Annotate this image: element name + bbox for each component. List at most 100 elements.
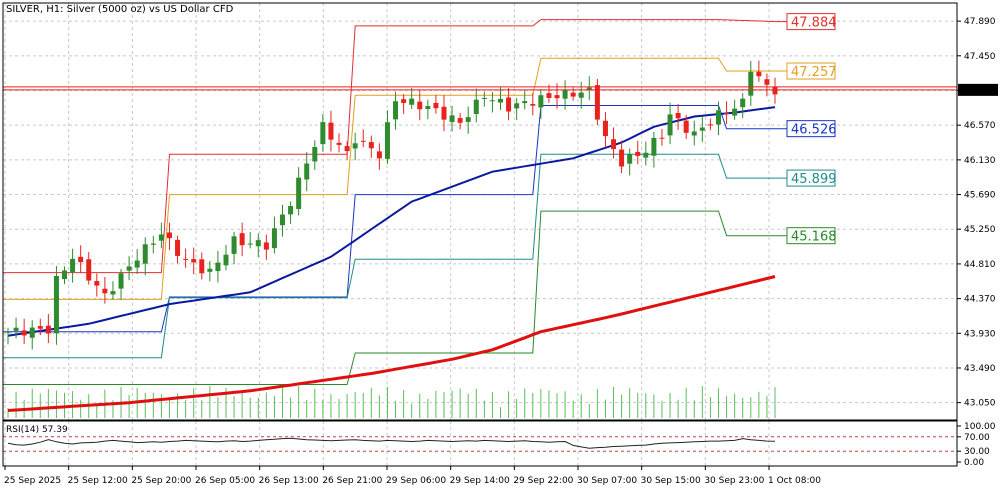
- time-tick-label: 29 Sep 14:00: [450, 476, 510, 486]
- chart-title: SILVER, H1: Silver (5000 oz) vs US Dolla…: [6, 4, 234, 15]
- candle-bull: [562, 89, 568, 99]
- candle-bull: [62, 270, 68, 279]
- pivot-line-s1: [3, 105, 787, 333]
- price-tick-label: 44.810: [964, 260, 996, 270]
- time-tick-label: 30 Sep 15:00: [641, 476, 701, 486]
- candle-bull: [748, 71, 754, 96]
- current-price-label: 47.018: [961, 86, 993, 96]
- pivot-line-s2: [3, 153, 787, 359]
- candle-bear: [530, 104, 536, 106]
- time-tick-label: 25 Sep 2025: [4, 476, 61, 486]
- candle-bull: [497, 98, 503, 103]
- pivot-lines: [3, 19, 787, 385]
- level-label-r1: 47.884: [791, 16, 837, 31]
- candle-bull: [304, 163, 310, 180]
- candle-bull: [514, 103, 520, 109]
- candle-bull: [247, 243, 253, 245]
- candle-bull: [150, 243, 156, 245]
- candle-bear: [594, 85, 600, 120]
- axes: 47.890 47.450 47.010 46.570 46.130 45.690 45.2…: [2, 2, 996, 486]
- volume-bars: [7, 386, 776, 418]
- candle-bear: [570, 92, 576, 97]
- candle-bear: [94, 281, 100, 286]
- level-label-r2: 47.257: [791, 65, 837, 80]
- candle-bear: [433, 102, 439, 109]
- candle-bear: [37, 326, 43, 329]
- time-tick-label: 26 Sep 13:00: [259, 476, 319, 486]
- candle-bear: [756, 71, 762, 77]
- candle-bear: [611, 139, 617, 150]
- pivot-line-s3: [3, 210, 787, 385]
- candle-bull: [578, 92, 584, 98]
- candle-bull: [70, 258, 76, 273]
- candle-bull: [29, 327, 35, 338]
- candle-bear: [659, 137, 665, 139]
- candle-bull: [538, 95, 544, 108]
- rsi-tick-label: 0.00: [964, 458, 984, 468]
- candle-bull: [53, 276, 59, 334]
- candle-bull: [667, 114, 673, 136]
- candle-bear: [78, 256, 84, 263]
- candle-bear: [328, 122, 334, 140]
- candle-bear: [175, 239, 181, 256]
- candle-bear: [457, 118, 463, 123]
- candle-bull: [643, 152, 649, 158]
- candle-bear: [764, 79, 770, 85]
- candle-bull: [384, 122, 390, 159]
- candle-bull: [280, 214, 286, 226]
- candle-bull: [320, 122, 326, 145]
- price-tick-label: 45.690: [964, 191, 996, 201]
- candle-bull: [465, 117, 471, 122]
- main-frame: [2, 2, 958, 421]
- candle-bull: [586, 87, 592, 91]
- level-label-s3: 45.168: [791, 230, 837, 245]
- price-tick-label: 43.050: [964, 399, 996, 409]
- candle-bear: [102, 288, 108, 294]
- candle-bear: [441, 106, 447, 120]
- candle-bear: [554, 95, 560, 99]
- candle-bull: [732, 108, 738, 116]
- rsi-tick-label: 30.00: [964, 447, 990, 457]
- candle-bear: [368, 142, 374, 149]
- candle-bull: [207, 268, 213, 272]
- candle-bear: [183, 258, 189, 260]
- price-tick-label: 45.250: [964, 225, 996, 235]
- candle-bear: [724, 113, 730, 115]
- time-tick-label: 29 Sep 06:00: [386, 476, 446, 486]
- time-tick-label: 1 Oct 08:00: [768, 476, 821, 486]
- time-tick-label: 25 Sep 20:00: [131, 476, 191, 486]
- candle-bear: [199, 259, 205, 274]
- pivot-line-r1: [3, 19, 787, 274]
- candle-bull: [312, 147, 318, 162]
- candle-bull: [158, 234, 164, 241]
- time-tick-label: 26 Sep 05:00: [195, 476, 255, 486]
- candle-bull: [296, 177, 302, 210]
- price-tick-label: 43.490: [964, 364, 996, 374]
- candle-bull: [489, 100, 495, 102]
- rsi-tick-label: 70.00: [964, 433, 990, 443]
- rsi-tick-label: 100.00: [964, 422, 996, 432]
- price-tick-label: 43.930: [964, 329, 996, 339]
- candle-bear: [191, 259, 197, 263]
- candle-bull: [691, 131, 697, 136]
- candle-bull: [522, 101, 528, 104]
- candle-bull: [449, 115, 455, 122]
- candles: [5, 60, 778, 350]
- candle-bull: [271, 228, 277, 249]
- level-labels: 47.884 47.257 46.526 45.899 45.168: [786, 13, 837, 245]
- candle-bear: [344, 146, 350, 151]
- grid: [3, 3, 957, 466]
- candle-bull: [5, 331, 11, 333]
- candle-bear: [166, 232, 172, 239]
- level-box-s2: [786, 169, 836, 187]
- ma-fast-line: [7, 106, 776, 337]
- rsi-title: RSI(14) 57.39: [6, 425, 68, 435]
- candle-bear: [619, 149, 625, 167]
- candle-bear: [263, 242, 269, 250]
- candle-bear: [21, 330, 27, 336]
- candle-bull: [393, 101, 399, 120]
- candle-bear: [360, 140, 366, 142]
